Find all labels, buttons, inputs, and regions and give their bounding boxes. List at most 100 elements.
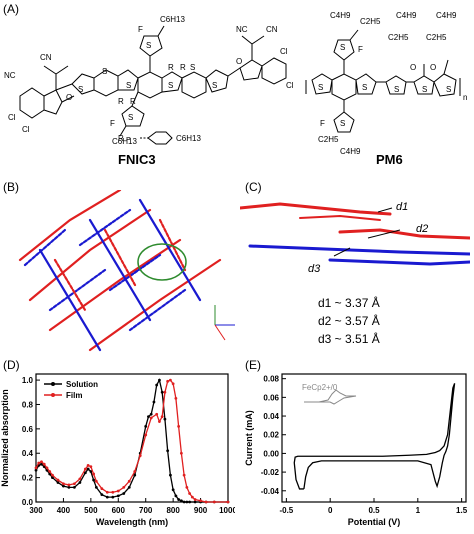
pm6-n-subscript: n [463, 93, 467, 102]
data-point [158, 378, 161, 382]
data-point [94, 485, 98, 489]
s-label-top: S [146, 41, 151, 50]
data-point [149, 416, 153, 420]
data-point [67, 485, 71, 489]
data-point [174, 396, 178, 400]
x-tick-label: 0.5 [368, 506, 380, 515]
data-point [34, 466, 38, 470]
data-point [171, 488, 175, 492]
data-point [127, 479, 131, 483]
panel-label-e: (E) [245, 358, 261, 372]
r-label-2: R [180, 63, 186, 72]
data-point [67, 483, 71, 487]
y-tick-label: 0.02 [263, 431, 279, 440]
pm6-label: PM6 [376, 152, 403, 167]
s-label-4: S [168, 81, 173, 90]
x-tick-label: 0 [328, 506, 333, 515]
data-point [56, 478, 60, 482]
cl-label-left-1: Cl [8, 113, 16, 122]
y-tick-label: -0.02 [261, 468, 280, 477]
data-point [152, 400, 156, 404]
data-point [179, 499, 183, 503]
stacking-image: d1 d2 d3 [240, 201, 470, 275]
data-point [160, 390, 164, 394]
cl-label-left-2: Cl [22, 125, 30, 134]
pm6-s-3: S [394, 85, 399, 94]
data-point [37, 461, 41, 465]
data-point [100, 493, 104, 497]
data-point [155, 383, 159, 387]
data-point [73, 482, 76, 486]
data-point [42, 462, 46, 466]
r-label-3: R [118, 97, 124, 106]
data-point [51, 476, 54, 480]
d2-marker: d2 [416, 223, 428, 235]
data-point [190, 495, 194, 499]
cl-label-right-2: Cl [286, 81, 294, 90]
pm6-s-top: S [340, 43, 345, 52]
legend-label-film: Film [66, 391, 82, 400]
data-point [78, 477, 82, 481]
data-point [89, 465, 93, 469]
y-tick-label: 0.4 [22, 449, 34, 458]
x-tick-label: 1000 [219, 506, 235, 515]
x-tick-label: 900 [194, 506, 208, 515]
data-point [92, 478, 95, 482]
y-tick-label: 0.0 [22, 498, 34, 507]
data-point [182, 473, 186, 477]
distance-d3: d3 ~ 3.51 Å [318, 332, 380, 346]
s-label-1: S [78, 85, 83, 94]
data-point [86, 467, 90, 471]
pm6-s-5: S [446, 85, 451, 94]
r-label-1: R [168, 63, 174, 72]
c6h13-top: C6H13 [160, 15, 185, 24]
data-point [48, 470, 52, 473]
data-point [166, 449, 170, 453]
legend-marker-solution [51, 382, 55, 386]
y-tick-label: 0.08 [263, 375, 279, 384]
pm6-c4h9-top-left: C4H9 [330, 11, 351, 20]
r-def-label: R = [118, 134, 131, 143]
data-point [105, 490, 109, 494]
data-point [188, 492, 192, 495]
legend-marker-film [51, 393, 55, 397]
data-point [163, 417, 167, 421]
y-axis-label: Current (mA) [244, 410, 254, 466]
data-point [111, 490, 115, 494]
c6h13-bottom: C6H13 [112, 137, 137, 146]
fnic3-structure: NC CN O Cl Cl S S S S S S S S F F C6H13 … [4, 15, 294, 146]
data-point [169, 378, 172, 382]
x-axis-label: Wavelength (nm) [96, 517, 168, 527]
data-point [34, 468, 38, 472]
data-point [127, 485, 131, 489]
d1-marker: d1 [396, 201, 408, 213]
data-point [177, 498, 181, 501]
data-point [86, 464, 90, 467]
r-def-sub: C6H13 [176, 134, 201, 143]
nc-label-right: NC [236, 25, 248, 34]
data-point [199, 499, 202, 503]
pm6-c4h9-top-right: C4H9 [436, 11, 457, 20]
highlight-circle [137, 243, 187, 281]
absorption-chart: 300 400 500 600 700 800 900 1000 0.0 0.2 0.4 0.6 0.8… [0, 373, 235, 527]
s-label-2: S [102, 67, 107, 76]
data-point [51, 473, 54, 477]
data-point [193, 498, 197, 501]
data-point [166, 379, 170, 383]
s-label-3: S [126, 81, 131, 90]
data-point [182, 500, 186, 504]
distance-d1: d1 ~ 3.37 Å [318, 296, 380, 310]
data-point [179, 451, 183, 455]
data-point [62, 482, 65, 486]
distance-d2: d2 ~ 3.57 Å [318, 314, 380, 328]
x-tick-label: 1 [416, 506, 421, 515]
data-point [185, 500, 189, 504]
legend-label-solution: Solution [66, 380, 98, 389]
pm6-s-1: S [318, 83, 323, 92]
y-tick-label: 0.8 [22, 400, 34, 409]
plot-frame [35, 373, 229, 503]
data-point [204, 500, 208, 504]
data-point [158, 420, 161, 423]
pm6-structure: C4H9 C2H5 C4H9 C4H9 C2H5 C2H5 F O O S S … [305, 11, 467, 156]
data-point [122, 492, 126, 495]
